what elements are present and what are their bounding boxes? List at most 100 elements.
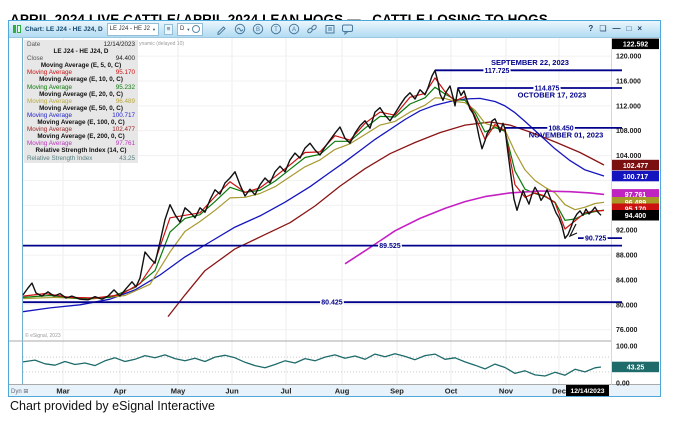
legend-header-row: Relative Strength Index (14, C) [35,147,127,155]
y-axis-label: 108.000 [616,128,641,135]
legend-header-row: Moving Average (E, 20, 0, C) [39,90,123,98]
series-ema100 [167,121,605,318]
annotation-price-label: 114.875 [535,86,560,93]
series-ema20 [22,97,605,300]
price-badge [612,197,659,208]
close-button[interactable]: × [637,24,642,33]
annotation-date-label: OCTOBER 17, 2023 [518,91,587,100]
copyright-watermark: © eSignal, 2023 [25,333,61,339]
curve-circle-icon[interactable] [233,23,246,36]
svg-text:B: B [256,27,260,33]
chart-window: Chart: LE J24 - HE J24, D LE J24 - HE J2… [8,20,661,397]
symbol-combo-value: LE J24 - HE J2 [109,26,151,32]
legend-row: Moving Average 102.477 [27,126,135,134]
x-axis-month-label: Aug [335,387,350,396]
axis-mode-label[interactable]: Dyn ⊞ [11,389,29,395]
link-icon[interactable] [305,23,318,36]
y-axis-label: 116.000 [616,79,641,86]
price-badge [612,159,659,171]
legend-row: Relative Strength Index 43.25 [27,154,135,162]
x-axis-month-label: Sep [390,387,404,396]
rsi-badge [612,361,659,373]
x-axis-month-label: Apr [114,387,127,396]
credit-line: Chart provided by eSignal Interactive [10,399,215,413]
series-rsi [22,353,602,377]
y-axis-label: 84.000 [616,277,638,284]
legend-row: Moving Average 97.761 [27,140,135,148]
restore-button[interactable]: ❏ [599,24,607,33]
data-feed-watermark: ynamic (delayed 10) [139,41,185,47]
window-title: Chart: LE J24 - HE J24, D [25,25,103,33]
rsi-axis-label: 0.00 [616,381,630,388]
price-badge-label: 102.477 [623,163,648,170]
legend-header-row: Moving Average (E, 50, 0, C) [39,104,123,112]
window-titlebar: Chart: LE J24 - HE J24, D LE J24 - HE J2… [9,21,660,38]
x-axis-month-label: Jul [281,387,292,396]
legend-header-row: Moving Average (E, 10, 0, C) [39,76,123,84]
x-axis-month-label: Oct [445,387,458,396]
circle-a-icon[interactable]: A [287,23,300,36]
annotation-date-label: NOVEMBER 01, 2023 [529,130,604,139]
chevron-down-icon: ▼ [186,26,191,32]
price-badge [612,189,659,200]
x-axis-month-label: Jun [225,387,239,396]
symbol-combo[interactable]: LE J24 - HE J2 ▼ [106,22,159,36]
annotation-price-label: 89.525 [379,243,401,250]
down-arrow-icon [568,223,578,238]
interval-combo-value: D [180,26,185,32]
y-axis-label: 104.000 [616,153,641,160]
series-ema5 [22,77,605,299]
pencil-icon[interactable] [215,23,228,36]
y-axis-label: 88.000 [616,253,638,260]
legend-header-row: Moving Average (E, 5, 0, C) [40,62,122,70]
svg-text:A: A [292,27,296,33]
help-button[interactable]: ? [588,24,594,33]
price-badge [612,38,659,50]
series-price [22,69,602,301]
interval-combo[interactable]: D ▼ [177,22,204,36]
note-icon[interactable] [323,23,336,36]
symbol-menu-button[interactable]: ≡ [164,23,173,35]
series-ema200 [344,190,605,265]
interval-option-icon [192,25,201,33]
annotation-date-label: SEPTEMBER 22, 2023 [491,58,569,67]
legend-panel: Date 12/14/2023 LE J24 - HE J24, D Close 94.… [24,40,138,163]
y-axis-label: 112.000 [616,103,641,110]
price-badge-label: 94.400 [625,213,647,220]
rsi-badge-label: 43.25 [627,365,645,372]
price-badge-label: 122.592 [623,42,648,49]
legend-header-row: Moving Average (E, 100, 0, C) [37,119,125,127]
x-axis-month-label: Mar [56,387,69,396]
annotation-price-label: 90.725 [585,236,607,243]
price-badge-label: 97.761 [625,192,647,199]
x-axis-date-label: 12/14/2023 [570,388,604,395]
legend-row: Moving Average 100.717 [27,111,135,119]
maximize-button[interactable]: □ [626,24,632,33]
y-axis-label: 120.000 [616,54,641,61]
circle-b-icon[interactable]: B [251,23,264,36]
y-axis-label: 80.000 [616,302,638,309]
rsi-axis-label: 100.00 [616,344,638,351]
x-axis-month-label: Dec [552,387,566,396]
annotation-price-label: 80.425 [321,300,343,307]
chevron-down-icon: ▼ [152,26,156,32]
annotation-price-label: 117.725 [485,68,510,75]
xaxis-strip [9,384,660,396]
chat-icon[interactable] [341,23,354,36]
price-badge [612,203,659,214]
annotation-price-label: 108.450 [548,125,573,132]
legend-row: Moving Average 95.170 [27,69,135,77]
legend-row: Moving Average 95.232 [27,83,135,91]
minimize-button[interactable]: — [612,24,621,33]
link-status-icon [13,25,21,33]
chart-toolbar: B T A [215,23,354,36]
svg-text:T: T [274,27,278,33]
price-badge [612,170,659,182]
series-ema50 [22,97,605,313]
legend-header-row: LE J24 - HE J24, D [53,48,109,56]
x-axis-month-label: May [171,387,186,396]
price-badge [612,210,659,221]
circle-t-icon[interactable]: T [269,23,282,36]
legend-row: Date 12/14/2023 [27,41,135,48]
